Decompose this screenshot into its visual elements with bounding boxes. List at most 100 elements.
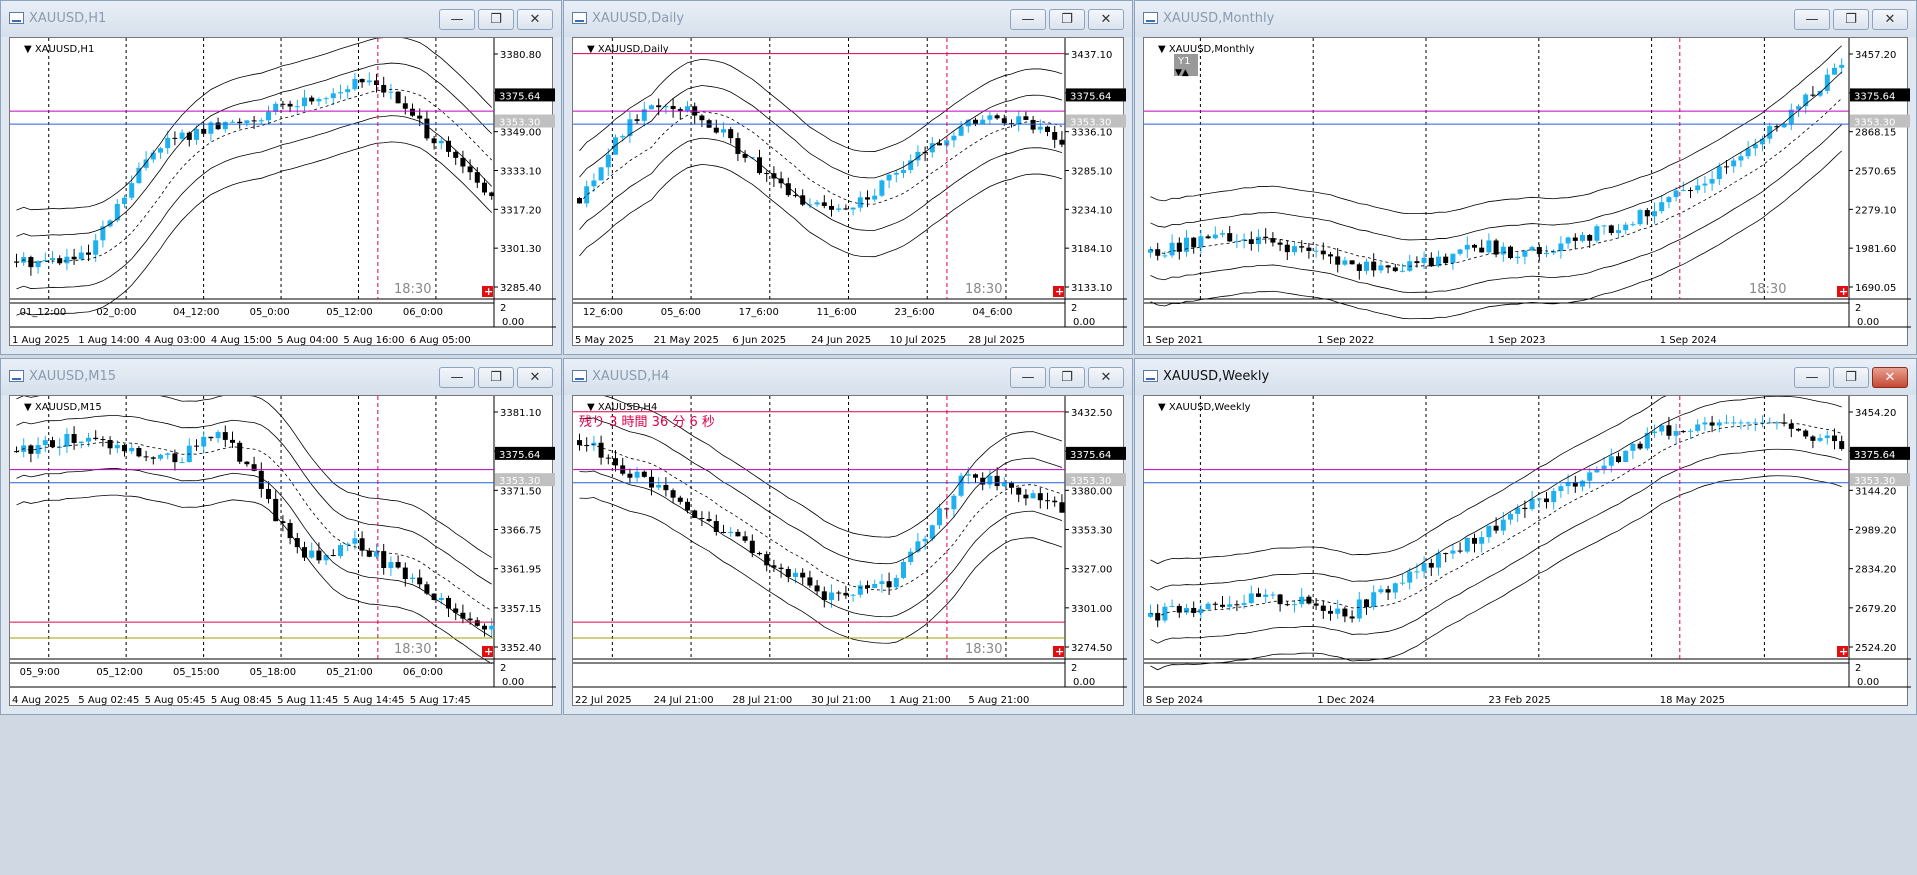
candle [641,109,647,121]
candle [1745,422,1751,424]
maximize-button[interactable]: ❐ [1049,9,1085,30]
add-order-button[interactable]: + [482,645,493,658]
candle [987,115,993,120]
candle [721,531,726,534]
band-line [604,396,1063,538]
price-chart[interactable]: ▼ XAUUSD,Monthly3457.203159.702868.15257… [1144,38,1911,349]
candle [410,577,415,580]
symbol-label: ▼ XAUUSD,M15 [24,402,102,413]
minimize-button[interactable]: — [1010,367,1046,388]
title-bar[interactable]: XAUUSD,Weekly — ❐ ✕ [1135,359,1916,395]
close-button[interactable]: ✕ [1872,9,1908,30]
title-bar[interactable]: XAUUSD,Monthly — ❐ ✕ [1135,1,1916,37]
chart-window-h4[interactable]: XAUUSD,H4—❐✕▼ XAUUSD,H43432.503406.00338… [563,358,1133,715]
candle [958,475,964,496]
title-bar[interactable]: XAUUSD,M15 — ❐ ✕ [1,359,561,395]
close-button[interactable]: ✕ [517,367,553,388]
band-line [1150,396,1667,565]
close-button[interactable]: ✕ [1088,367,1124,388]
candle [742,153,748,158]
candle [1059,139,1065,145]
title-bar[interactable]: XAUUSD,H4 — ❐ ✕ [564,359,1132,395]
minimize-button[interactable]: — [1794,9,1830,30]
candle [1558,486,1564,491]
chart-canvas[interactable]: ▼ XAUUSD,M153381.103376.303371.503366.75… [9,395,556,709]
chart-canvas[interactable]: ▼ XAUUSD,H13380.803364.903349.003333.103… [9,37,556,349]
price-chart[interactable]: ▼ XAUUSD,Daily3437.103386.103336.103285.… [573,38,1127,349]
add-order-button[interactable]: + [1053,645,1064,658]
maximize-button[interactable]: ❐ [478,9,514,30]
candle [1052,500,1058,503]
time-grid-label: 06_0:00 [403,307,443,318]
maximize-button[interactable]: ❐ [1049,367,1085,388]
title-bar[interactable]: XAUUSD,H1 — ❐ ✕ [1,1,561,37]
candle [172,137,178,139]
price-axis-label: 2524.20 [1855,643,1896,654]
candle [438,140,444,144]
candle [1752,144,1758,149]
price-chart[interactable]: ▼ XAUUSD,M153381.103376.303371.503366.75… [10,396,556,709]
price-chart[interactable]: ▼ XAUUSD,H13380.803364.903349.003333.103… [10,38,556,349]
band-line [1150,150,1842,320]
candle [1009,483,1014,488]
chart-canvas[interactable]: ▼ XAUUSD,H43432.503406.003380.003353.303… [572,395,1127,709]
price-chart[interactable]: ▼ XAUUSD,H43432.503406.003380.003353.303… [573,396,1127,709]
chart-window-d1[interactable]: XAUUSD,Daily—❐✕▼ XAUUSD,Daily3437.103386… [563,0,1133,355]
minimize-button[interactable]: — [439,367,475,388]
candle [1349,616,1355,619]
candle [685,106,690,112]
candle [951,495,957,510]
candle [1263,236,1269,239]
candle [706,518,712,522]
time-axis-label: 1 Aug 21:00 [890,695,951,706]
candle [1688,190,1693,192]
candle [1724,166,1729,168]
period-badge[interactable]: Y1▼▲ [1174,54,1198,78]
bid-price-tag: 3353.30 [1854,118,1895,129]
add-order-button[interactable]: + [1053,285,1064,298]
minimize-button[interactable]: — [1010,9,1046,30]
title-bar[interactable]: XAUUSD,Daily — ❐ ✕ [564,1,1132,37]
minimize-button[interactable]: — [439,9,475,30]
candle [1037,493,1043,501]
candle [1450,253,1456,264]
candle [1472,537,1477,544]
price-axis-label: 3234.10 [1071,205,1112,216]
candle [1522,507,1528,510]
close-button[interactable]: ✕ [517,9,553,30]
chart-canvas[interactable]: ▼ XAUUSD,Daily3437.103386.103336.103285.… [572,37,1127,349]
band-line [16,115,492,290]
maximize-button[interactable]: ❐ [478,367,514,388]
price-chart[interactable]: ▼ XAUUSD,Weekly3454.203299.203144.202989… [1144,396,1911,709]
time-axis-label: 5 Aug 05:45 [145,695,206,706]
chart-window-mn[interactable]: XAUUSD,Monthly — ❐ ✕ ▼ XAUUSD,Monthly 3457.20… [1134,0,1917,355]
add-order-button[interactable]: + [482,285,493,298]
maximize-button[interactable]: ❐ [1833,367,1869,388]
candle [165,453,171,455]
chart-window-h1[interactable]: XAUUSD,H1—❐✕▼ XAUUSD,H13380.803364.90334… [0,0,562,355]
candle [915,151,921,161]
candle [474,172,480,183]
minimize-button[interactable]: — [1794,367,1830,388]
candle [591,180,597,187]
chart-window-m15[interactable]: XAUUSD,M15—❐✕▼ XAUUSD,M153381.103376.303… [0,358,562,715]
candle [677,497,683,502]
candle [620,136,626,138]
chart-canvas[interactable]: ▼ XAUUSD,Weekly3454.203299.203144.202989… [1143,395,1911,709]
candle [994,115,1000,119]
chart-canvas[interactable]: ▼ XAUUSD,Monthly3457.203159.702868.15257… [1143,37,1911,349]
remaining-time-text: 残り 3 時間 36 分 6 秒 [579,415,715,430]
candle [489,625,495,630]
add-order-button[interactable]: + [1837,645,1848,658]
candle [857,585,863,595]
chart-window-w1[interactable]: XAUUSD,Weekly—❐✕▼ XAUUSD,Weekly3454.2032… [1134,358,1917,715]
bid-price-tag: 3353.30 [1854,476,1895,487]
candle [78,441,84,443]
candle [1400,270,1405,272]
close-button[interactable]: ✕ [1872,367,1908,388]
candle [1594,226,1600,241]
add-order-button[interactable]: + [1837,285,1848,298]
bar-countdown: 18:30 [394,642,431,657]
maximize-button[interactable]: ❐ [1833,9,1869,30]
close-button[interactable]: ✕ [1088,9,1124,30]
